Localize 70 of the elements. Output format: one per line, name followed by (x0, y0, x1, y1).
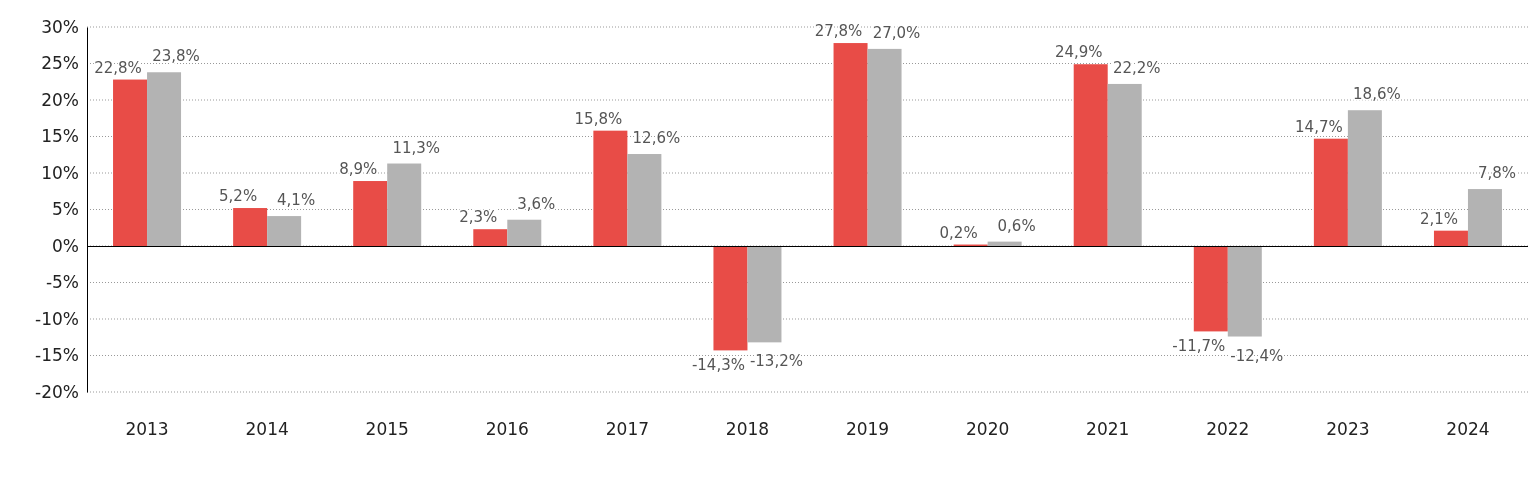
bar (593, 130, 628, 246)
data-label: 7,8% (1477, 164, 1517, 183)
data-label: 27,8% (814, 22, 863, 41)
data-label: 3,6% (517, 194, 556, 213)
bar (473, 229, 508, 246)
bar (747, 246, 782, 343)
x-tick-label: 2022 (1206, 419, 1250, 440)
bar (627, 154, 662, 246)
y-tick-label: -15% (35, 345, 79, 366)
x-tick-label: 2014 (245, 419, 289, 440)
bar (1107, 83, 1142, 246)
bar (1347, 110, 1382, 246)
y-tick-label: 0% (52, 235, 79, 256)
data-label: 5,2% (219, 187, 258, 206)
bar (1227, 246, 1262, 337)
x-tick-label: 2016 (485, 419, 529, 440)
x-tick-label: 2013 (125, 419, 169, 440)
y-tick-label: 5% (52, 199, 79, 220)
data-label: 18,6% (1353, 85, 1401, 104)
data-label: 12,6% (632, 129, 681, 148)
x-tick-label: 2020 (965, 419, 1010, 440)
bar (387, 163, 422, 246)
data-label: 2,1% (1419, 209, 1459, 228)
data-label: -11,7% (1172, 337, 1226, 356)
bar (507, 219, 542, 246)
data-label: 4,1% (277, 191, 316, 210)
y-tick-label: -5% (45, 272, 79, 293)
bar (353, 181, 388, 246)
y-tick-label: 10% (41, 162, 79, 183)
x-tick-label: 2024 (1446, 419, 1490, 440)
data-label: 0,6% (997, 216, 1036, 235)
bar (1313, 138, 1348, 246)
data-label: -12,4% (1230, 346, 1284, 365)
data-label: 22,8% (94, 58, 142, 77)
y-tick-label: 30% (41, 16, 79, 37)
bar (833, 43, 868, 246)
bar (233, 208, 268, 246)
data-label: 15,8% (574, 109, 623, 128)
x-tick-label: 2015 (365, 419, 409, 440)
y-tick-label: 15% (41, 126, 79, 147)
data-label: 22,2% (1112, 58, 1161, 77)
data-label: 27,0% (872, 23, 921, 42)
bar (1193, 246, 1228, 332)
x-tick-label: 2018 (725, 419, 770, 440)
bar (987, 241, 1022, 246)
bar (867, 48, 902, 246)
x-tick-label: 2019 (845, 419, 890, 440)
x-tick-label: 2017 (605, 419, 650, 440)
x-tick-label: 2023 (1326, 419, 1370, 440)
bar (1433, 230, 1468, 246)
bar (1467, 189, 1502, 246)
data-label: 24,9% (1054, 43, 1103, 62)
bar (113, 79, 148, 246)
data-label: 2,3% (459, 208, 498, 227)
y-tick-label: -10% (35, 308, 79, 329)
data-label: 14,7% (1295, 117, 1343, 136)
bar (147, 72, 182, 246)
y-tick-label: -20% (35, 381, 79, 402)
bar (1073, 64, 1108, 246)
x-tick-label: 2021 (1086, 419, 1130, 440)
data-label: 8,9% (339, 160, 378, 179)
data-label: 11,3% (392, 138, 441, 157)
bar (267, 216, 302, 246)
data-label: 23,8% (152, 47, 200, 66)
y-tick-label: 25% (41, 53, 79, 74)
data-label: 0,2% (939, 223, 978, 242)
bar (713, 246, 748, 351)
data-label: -14,3% (691, 356, 745, 375)
y-tick-label: 20% (41, 89, 79, 110)
data-label: -13,2% (749, 352, 803, 371)
